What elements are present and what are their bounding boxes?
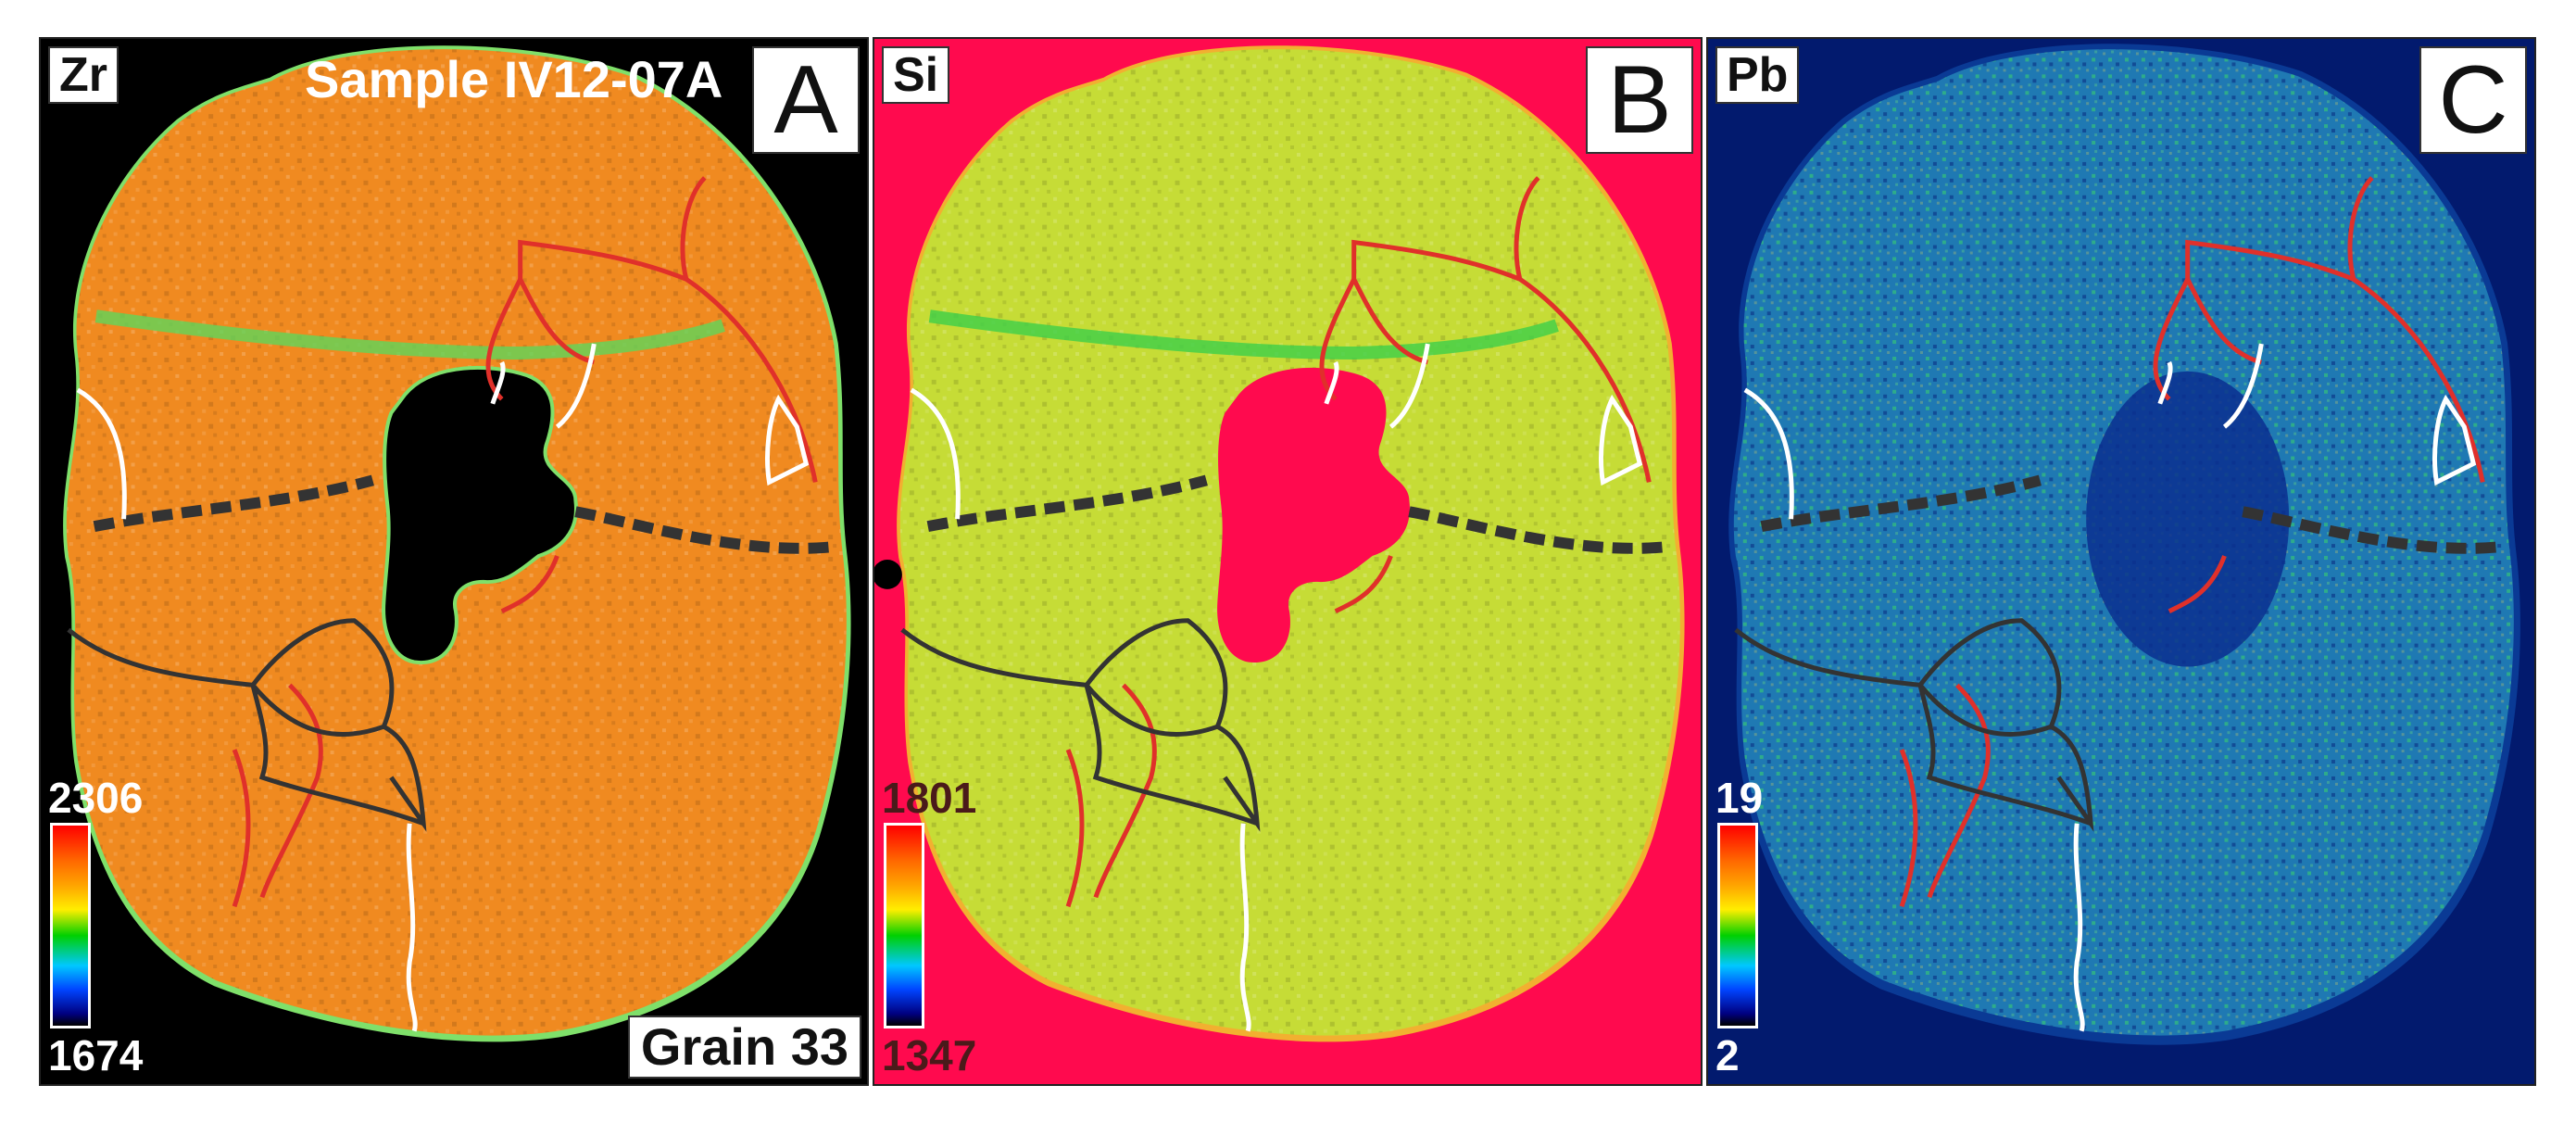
color-scale-bar [1717,823,1758,1028]
pb-grain-map [1728,44,2520,1045]
element-label: Zr [48,46,119,104]
scale-min-value: 1347 [882,1031,977,1079]
element-label: Si [882,46,950,104]
zr-grain-map [41,45,851,1042]
grain-label: Grain 33 [627,1016,861,1079]
scale-min-value: 2 [1715,1031,1740,1079]
panel-letter: C [2419,46,2527,154]
panel-letter: B [1586,46,1693,154]
sample-title: Sample IV12-07A [305,50,723,108]
color-scale-bar [884,823,924,1028]
panel-c-pb-map: Pb C 19 2 [1706,37,2536,1086]
panel-letter: A [752,46,860,154]
si-grain-map [874,45,1685,1042]
scale-max-value: 2306 [48,774,144,822]
scale-min-value: 1674 [48,1031,144,1079]
panel-b-si-map: Si B 1801 1347 [873,37,1703,1086]
panel-a-zr-map: Zr Sample IV12-07A A 2306 1674 Grain 33 [39,37,869,1086]
element-label: Pb [1715,46,1800,104]
scale-max-value: 1801 [882,774,977,822]
scale-max-value: 19 [1715,774,1764,822]
color-scale-bar [50,823,91,1028]
